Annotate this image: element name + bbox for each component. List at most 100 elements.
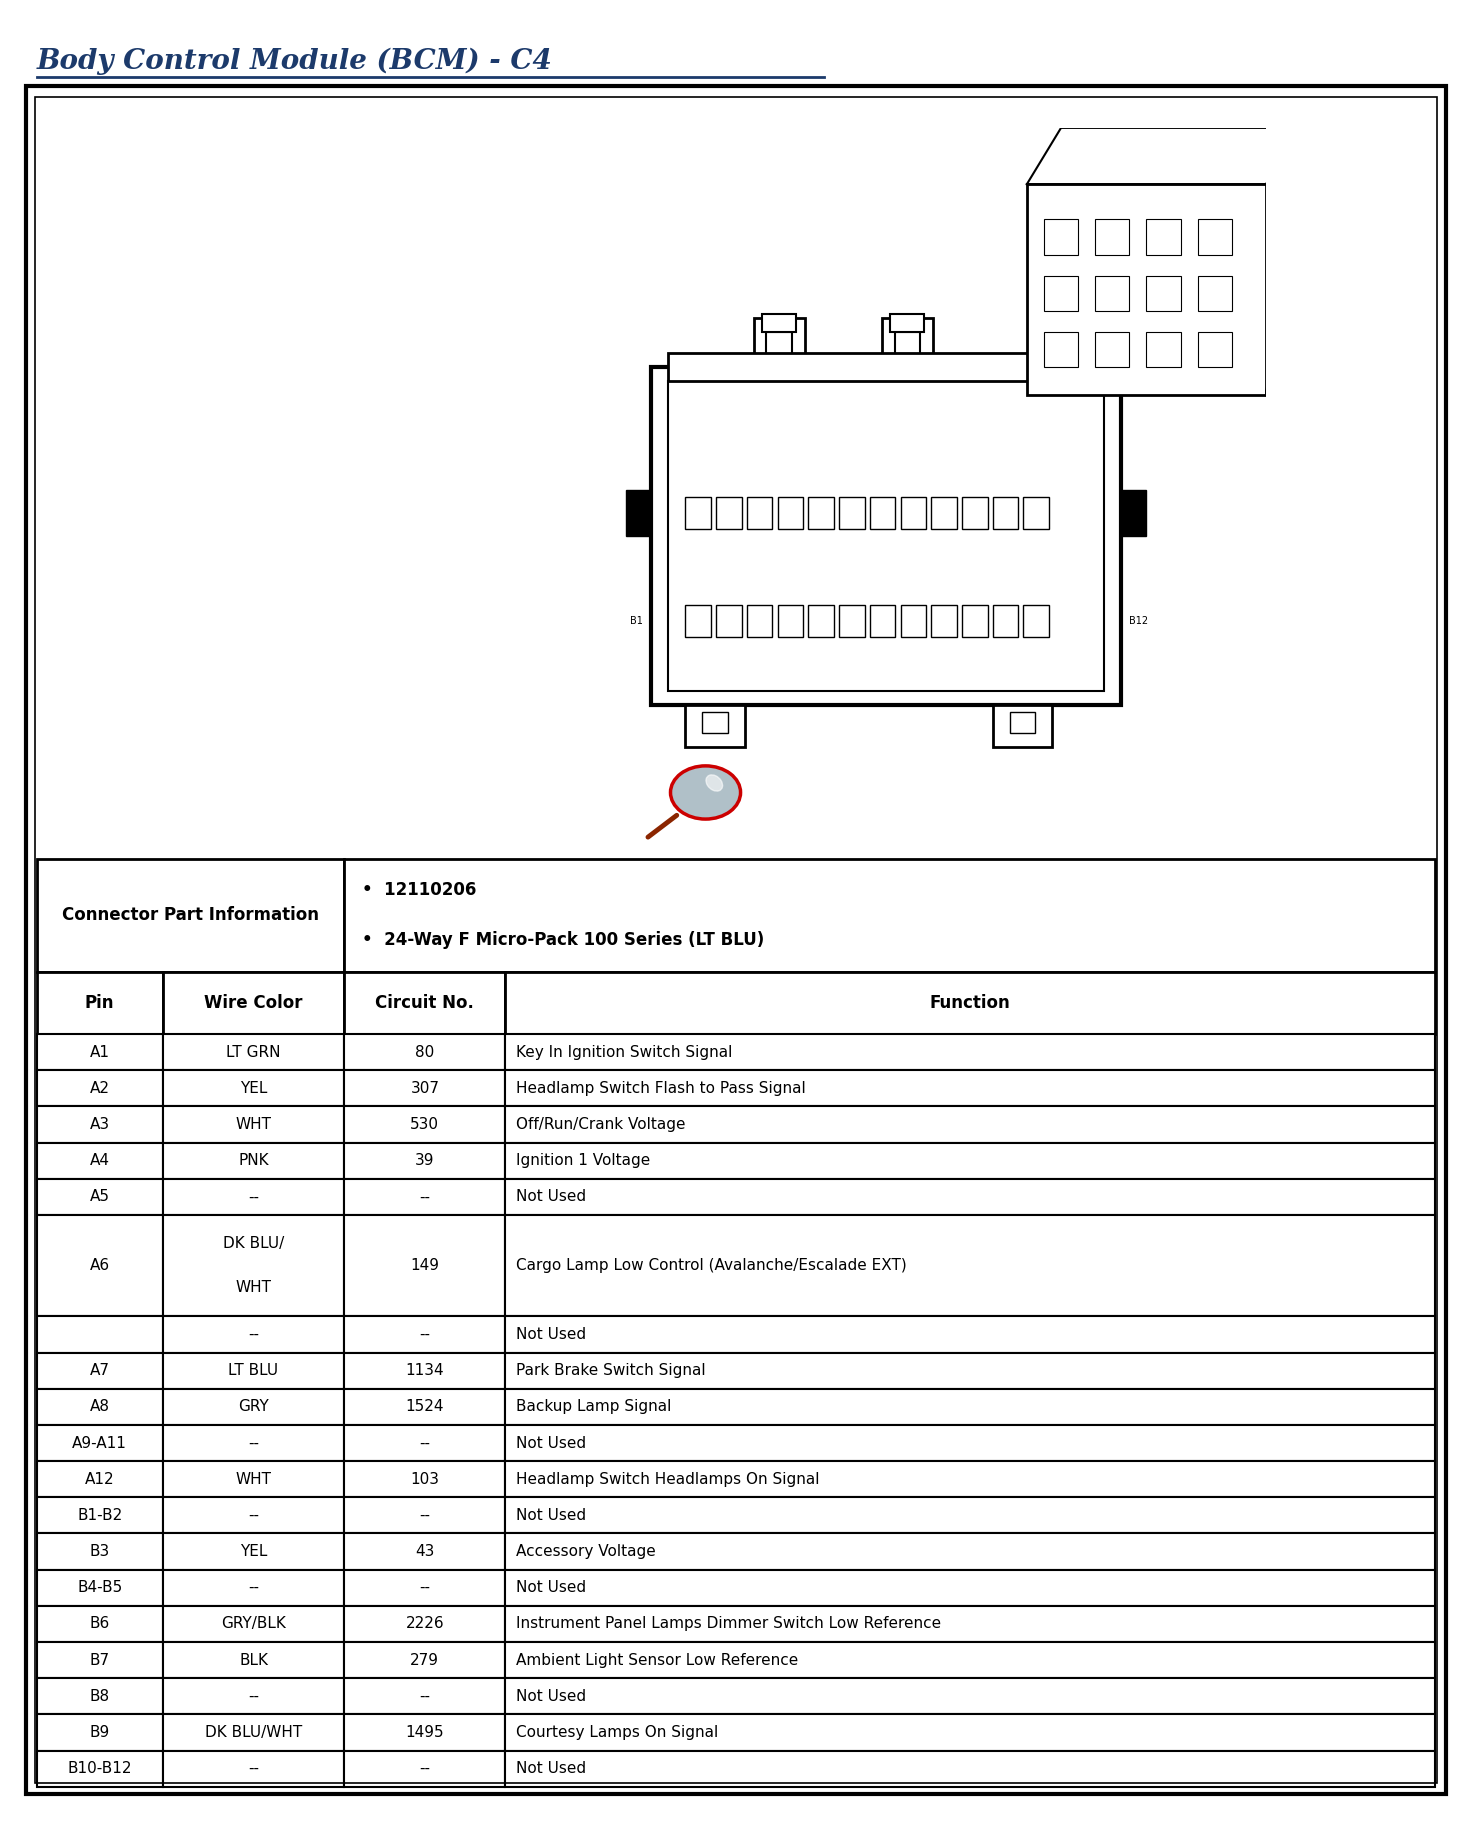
Bar (162, 1498, 344, 1533)
Bar (505, 972, 1435, 1034)
Bar (162, 1533, 344, 1569)
Bar (1198, 219, 1232, 254)
Circle shape (671, 766, 740, 818)
Bar (37, 1498, 162, 1533)
Bar (505, 1569, 1435, 1606)
Bar (162, 1315, 344, 1352)
Text: Instrument Panel Lamps Dimmer Switch Low Reference: Instrument Panel Lamps Dimmer Switch Low… (515, 1617, 941, 1632)
Bar (37, 1352, 162, 1389)
Text: B9: B9 (90, 1725, 110, 1739)
Bar (162, 1142, 344, 1178)
Bar (162, 1352, 344, 1389)
Bar (505, 1533, 1435, 1569)
Text: --: -- (420, 1761, 430, 1776)
Bar (162, 1714, 344, 1750)
Bar (870, 497, 895, 530)
Text: A8: A8 (90, 1399, 110, 1414)
Bar (505, 1606, 1435, 1642)
Bar (767, 333, 792, 360)
Text: Circuit No.: Circuit No. (375, 994, 474, 1012)
Bar (505, 1425, 1435, 1462)
Bar (37, 1533, 162, 1569)
Text: A12: A12 (85, 1473, 115, 1487)
Text: Not Used: Not Used (515, 1436, 586, 1451)
Text: A12: A12 (1129, 508, 1148, 519)
Bar (37, 859, 344, 972)
Bar (1044, 276, 1078, 311)
Bar (162, 1679, 344, 1714)
Bar (344, 1533, 505, 1569)
Bar (686, 605, 711, 638)
Bar (344, 1315, 505, 1352)
Text: --: -- (420, 1507, 430, 1524)
Bar (992, 605, 1019, 638)
Text: 43: 43 (415, 1544, 434, 1558)
Text: --: -- (249, 1436, 259, 1451)
Bar (505, 1352, 1435, 1389)
Bar (344, 1642, 505, 1679)
Bar (1023, 497, 1050, 530)
Bar (37, 1425, 162, 1462)
Text: DK BLU/: DK BLU/ (222, 1235, 284, 1251)
Bar (344, 1178, 505, 1215)
Text: Courtesy Lamps On Signal: Courtesy Lamps On Signal (515, 1725, 718, 1739)
Bar (1027, 185, 1266, 395)
Bar (839, 497, 864, 530)
Bar (754, 318, 805, 367)
Text: Function: Function (930, 994, 1011, 1012)
Bar (1198, 276, 1232, 311)
Bar (702, 713, 729, 733)
Bar (668, 353, 1104, 382)
Text: YEL: YEL (240, 1544, 268, 1558)
Bar (344, 1606, 505, 1642)
Text: GRY/BLK: GRY/BLK (221, 1617, 286, 1632)
Bar (668, 382, 1104, 691)
Bar (162, 1071, 344, 1107)
Bar (808, 605, 835, 638)
Bar (626, 490, 651, 535)
Text: A1: A1 (630, 508, 643, 519)
Text: --: -- (249, 1688, 259, 1705)
Bar (162, 1462, 344, 1498)
Bar (344, 1714, 505, 1750)
Text: A7: A7 (90, 1363, 110, 1378)
Bar (746, 605, 773, 638)
Bar (505, 1071, 1435, 1107)
Text: B7: B7 (90, 1653, 110, 1668)
Text: Not Used: Not Used (515, 1761, 586, 1776)
Bar (1198, 333, 1232, 367)
Text: --: -- (420, 1326, 430, 1343)
Text: GRY: GRY (238, 1399, 269, 1414)
Bar (344, 1679, 505, 1714)
Bar (686, 705, 745, 747)
Bar (777, 605, 804, 638)
Text: Off/Run/Crank Voltage: Off/Run/Crank Voltage (515, 1116, 684, 1133)
Text: --: -- (249, 1507, 259, 1524)
Bar (895, 333, 920, 360)
Bar (162, 1425, 344, 1462)
Text: Not Used: Not Used (515, 1326, 586, 1343)
Text: WHT: WHT (236, 1473, 271, 1487)
Text: Park Brake Switch Signal: Park Brake Switch Signal (515, 1363, 705, 1378)
Text: Not Used: Not Used (515, 1688, 586, 1705)
Text: Not Used: Not Used (515, 1189, 586, 1204)
Text: A5: A5 (90, 1189, 110, 1204)
Text: B6: B6 (90, 1617, 110, 1632)
Text: Not Used: Not Used (515, 1507, 586, 1524)
Text: B3: B3 (90, 1544, 110, 1558)
Bar (901, 497, 926, 530)
Bar (162, 1569, 344, 1606)
Bar (505, 1389, 1435, 1425)
Text: 530: 530 (411, 1116, 439, 1133)
Text: 307: 307 (411, 1082, 439, 1096)
Bar (505, 1142, 1435, 1178)
Bar (505, 1642, 1435, 1679)
Bar (992, 497, 1019, 530)
Bar (1095, 276, 1129, 311)
Bar (762, 314, 796, 333)
Bar (37, 1034, 162, 1071)
Bar (344, 1107, 505, 1142)
Text: •  12110206: • 12110206 (362, 881, 477, 899)
Bar (505, 1498, 1435, 1533)
Text: Backup Lamp Signal: Backup Lamp Signal (515, 1399, 671, 1414)
